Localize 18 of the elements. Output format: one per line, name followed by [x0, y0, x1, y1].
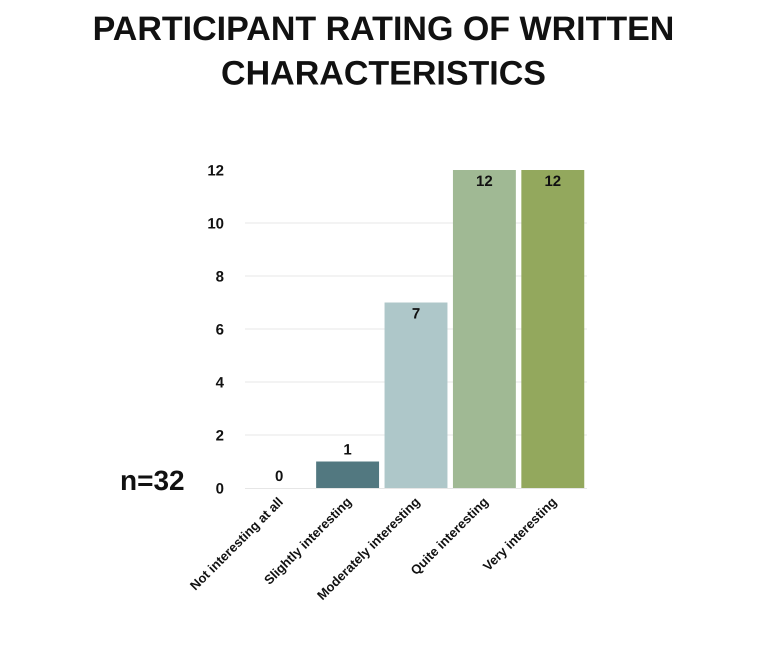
y-tick-label: 6 — [216, 321, 224, 338]
data-label: 12 — [476, 173, 493, 190]
y-tick-label: 12 — [207, 162, 224, 180]
bar — [452, 170, 516, 488]
text: n=32 — [120, 465, 185, 496]
y-tick-label: 2 — [216, 427, 224, 444]
y-tick-label: 0 — [216, 480, 224, 498]
data-label: 7 — [412, 306, 420, 322]
bar — [521, 170, 584, 488]
data-label: 12 — [544, 173, 562, 190]
data-label: 1 — [343, 442, 352, 458]
y-tick-label: 10 — [207, 215, 224, 232]
data-label: 0 — [275, 468, 284, 485]
y-tick-label: 8 — [216, 268, 224, 286]
bar — [384, 302, 448, 488]
bar — [316, 462, 380, 488]
y-tick-label: 4 — [216, 374, 225, 392]
chart-title: PARTICIPANT RATING OF WRITTEN CHARACTERISTICS — [92, 10, 674, 92]
